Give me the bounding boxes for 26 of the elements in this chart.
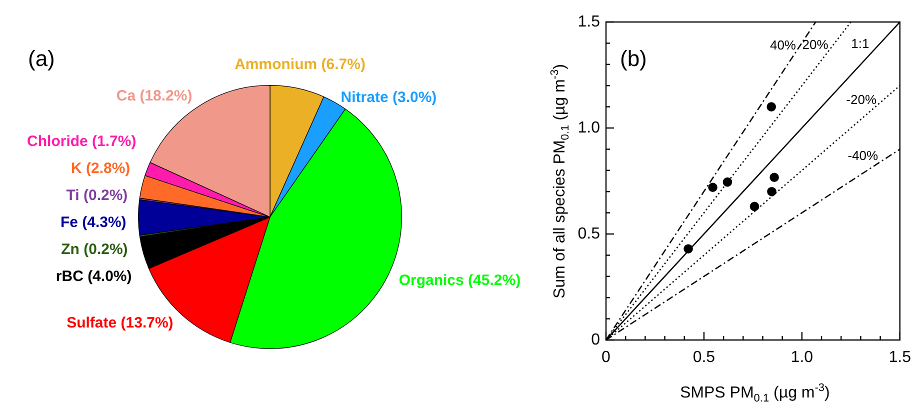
x-tick-label: 1.0: [790, 349, 814, 366]
y-tick-label: 1.0: [578, 119, 600, 136]
series-label: 20%: [802, 36, 829, 52]
series-label: -40%: [848, 148, 878, 164]
x-tick-label: 0.5: [692, 349, 716, 366]
slice-label: Ti (0.2%): [66, 187, 128, 204]
text: (a): [28, 46, 55, 72]
slice-label: K (2.8%): [70, 160, 130, 178]
x-axis-title: SMPS PM$_{0.1}$ (µg m$^{-3}$): [680, 382, 830, 405]
slice-label: Ammonium (6.7%): [234, 56, 366, 73]
slice-label: Chloride (1.7%): [27, 133, 136, 150]
slice-label: Fe (4.3%): [60, 214, 126, 232]
series-label: -20%: [846, 92, 877, 108]
slice-label: rBC (4.0%): [56, 268, 132, 286]
series-label: 40%: [770, 38, 796, 53]
annotation: (b): [620, 46, 647, 72]
slice-label: Zn (0.2%): [61, 241, 128, 258]
slice-label: Sulfate (13.7%): [66, 314, 174, 332]
slice-label: Nitrate (3.0%): [340, 88, 437, 106]
y-tick-label: 1.5: [578, 13, 600, 30]
series-label: 1:1: [851, 36, 870, 51]
y-tick-label: 0.5: [578, 225, 600, 242]
slice-label: Ca (18.2%): [116, 87, 192, 104]
slice-label: Organics (45.2%): [398, 272, 521, 289]
y-tick-label: 0: [591, 331, 600, 348]
x-tick-label: 1.5: [888, 349, 912, 366]
